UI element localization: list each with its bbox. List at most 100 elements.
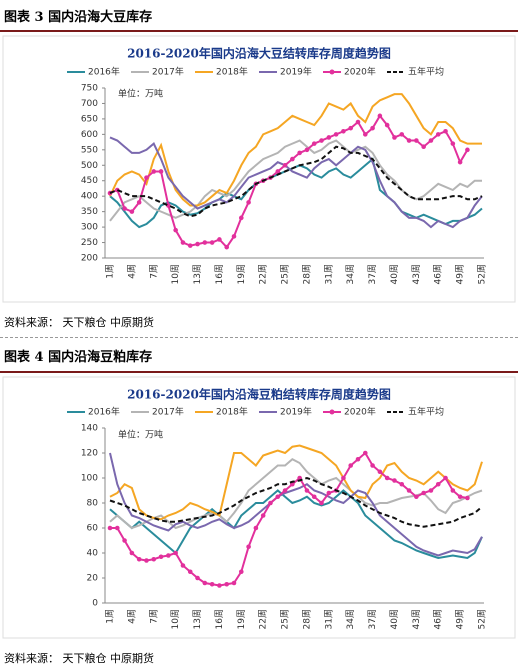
point bbox=[158, 554, 164, 560]
rule bbox=[0, 30, 518, 32]
y-tick-label: 400 bbox=[81, 192, 98, 202]
source: 资料来源： 天下粮仓 中原期货 bbox=[4, 316, 154, 329]
series-line bbox=[109, 489, 483, 560]
point bbox=[246, 544, 251, 550]
legend-label: 2019年 bbox=[280, 66, 312, 78]
point bbox=[217, 237, 222, 242]
point bbox=[443, 128, 448, 134]
x-tick-label: 52周 bbox=[477, 609, 488, 629]
point bbox=[260, 513, 266, 518]
point bbox=[414, 494, 419, 500]
legend-label: 2019年 bbox=[280, 406, 312, 418]
x-tick-label: 22周 bbox=[258, 609, 269, 629]
point bbox=[355, 119, 361, 125]
legend-label: 2020年 bbox=[344, 406, 376, 418]
legend-marker bbox=[329, 409, 335, 415]
series-line bbox=[109, 452, 483, 557]
x-tick-label: 46周 bbox=[433, 609, 444, 629]
legend-label: 五年平均 bbox=[408, 406, 444, 418]
point bbox=[195, 241, 200, 247]
chart: 2016-2020年国内沿海大豆结转库存周度趋势图 200 250 300 350 400… bbox=[2, 35, 516, 303]
x-tick-label: 34周 bbox=[345, 609, 356, 629]
point bbox=[348, 463, 354, 468]
y-tick-label: 300 bbox=[81, 223, 98, 233]
point bbox=[297, 150, 302, 156]
x-tick-label: 19周 bbox=[236, 264, 247, 284]
point bbox=[195, 575, 200, 581]
point bbox=[457, 159, 463, 165]
series-line bbox=[109, 139, 482, 222]
x-tick-label: 31周 bbox=[323, 264, 334, 284]
y-tick-label: 750 bbox=[81, 84, 98, 94]
x-tick-label: 37周 bbox=[367, 264, 378, 284]
point bbox=[406, 138, 412, 143]
point bbox=[224, 581, 230, 587]
x-tick-label: 7周 bbox=[148, 264, 159, 279]
y-tick-label: 0 bbox=[92, 599, 98, 609]
point bbox=[370, 125, 375, 131]
x-tick-label: 25周 bbox=[280, 264, 291, 284]
x-tick-label: 31周 bbox=[323, 609, 334, 629]
chart: 2016-2020年国内沿海豆粕结转库存周度趋势图 0 20 40 60 80 100 120… bbox=[2, 376, 516, 639]
point bbox=[326, 490, 332, 496]
series-line bbox=[109, 444, 483, 521]
legend-label: 2016年 bbox=[88, 66, 120, 78]
x-tick-label: 43周 bbox=[411, 609, 422, 629]
point bbox=[399, 132, 405, 137]
legend-marker bbox=[329, 69, 335, 75]
point bbox=[341, 475, 346, 481]
point bbox=[457, 494, 463, 500]
y-tick-label: 600 bbox=[81, 130, 98, 140]
series-line bbox=[109, 476, 483, 528]
point bbox=[326, 135, 332, 140]
point bbox=[428, 488, 434, 493]
x-tick-label: 1周 bbox=[105, 264, 116, 279]
point bbox=[166, 553, 171, 558]
point bbox=[253, 525, 259, 531]
point bbox=[114, 525, 120, 531]
series-line bbox=[109, 136, 483, 229]
x-tick-label: 52周 bbox=[477, 264, 488, 284]
point bbox=[304, 488, 310, 493]
series-line bbox=[109, 145, 483, 218]
point bbox=[217, 583, 222, 588]
point bbox=[311, 494, 317, 500]
y-tick-label: 20 bbox=[87, 574, 99, 584]
point bbox=[136, 200, 142, 205]
x-tick-label: 40周 bbox=[389, 264, 400, 284]
y-tick-label: 200 bbox=[81, 254, 98, 264]
legend-label: 2017年 bbox=[152, 406, 184, 418]
rule bbox=[0, 371, 518, 373]
y-tick-label: 350 bbox=[81, 207, 98, 217]
y-tick-label: 60 bbox=[87, 524, 99, 534]
legend-label: 2018年 bbox=[216, 406, 248, 418]
point bbox=[158, 169, 164, 174]
point bbox=[151, 556, 157, 562]
point bbox=[122, 538, 127, 543]
point bbox=[421, 144, 426, 150]
point bbox=[355, 456, 361, 462]
point bbox=[136, 556, 142, 562]
point bbox=[246, 200, 251, 205]
chart-title: 2016-2020年国内沿海大豆结转库存周度趋势图 bbox=[127, 46, 391, 61]
legend-label: 2017年 bbox=[152, 66, 184, 78]
x-tick-label: 4周 bbox=[126, 264, 137, 279]
point bbox=[180, 240, 186, 245]
point bbox=[370, 463, 375, 468]
y-tick-label: 500 bbox=[81, 161, 98, 171]
point bbox=[362, 132, 368, 137]
point bbox=[333, 132, 339, 137]
x-tick-label: 43周 bbox=[411, 264, 422, 284]
point bbox=[202, 240, 208, 245]
point bbox=[319, 138, 324, 143]
legend-label: 2020年 bbox=[344, 66, 376, 78]
x-tick-label: 1周 bbox=[105, 609, 116, 624]
x-tick-label: 10周 bbox=[170, 264, 181, 284]
point bbox=[377, 113, 383, 119]
point bbox=[282, 162, 288, 168]
point bbox=[443, 475, 448, 481]
point bbox=[290, 156, 295, 162]
y-tick-label: 80 bbox=[87, 499, 99, 509]
y-tick-label: 550 bbox=[81, 145, 98, 155]
